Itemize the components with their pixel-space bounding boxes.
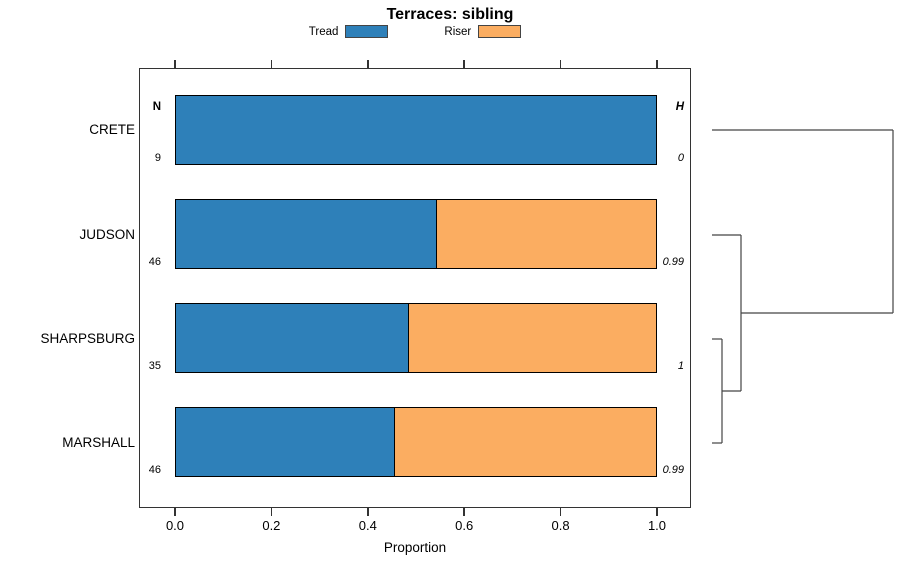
h-column-header: H: [675, 101, 684, 113]
legend: Tread Riser: [139, 25, 691, 38]
x-axis-tick-top: [270, 60, 273, 68]
h-value-sharpsburg: 1: [677, 360, 684, 372]
x-axis-label: Proportion: [383, 540, 447, 555]
legend-label-tread: Tread: [308, 25, 339, 38]
riser-segment-marshall: [395, 408, 656, 476]
category-label-crete: CRETE: [89, 122, 135, 137]
x-axis-tick-bottom: [656, 508, 658, 516]
tread-segment-marshall: [176, 408, 396, 476]
legend-item-riser: Riser: [444, 25, 522, 38]
category-label-marshall: MARSHALL: [62, 435, 135, 450]
category-label-sharpsburg: SHARPSBURG: [40, 331, 135, 346]
legend-label-riser: Riser: [444, 25, 472, 38]
x-axis-tick-bottom: [367, 508, 369, 516]
x-axis-tick-bottom: [463, 508, 465, 516]
tread-segment-judson: [176, 200, 437, 268]
x-axis-tick-label: 0.6: [455, 518, 474, 533]
x-axis-tick-label: 0.4: [358, 518, 377, 533]
n-column-header: N: [152, 101, 161, 113]
x-axis-tick-label: 0.8: [551, 518, 570, 533]
legend-item-tread: Tread: [309, 25, 389, 38]
n-value-marshall: 46: [148, 464, 161, 476]
x-axis-tick-top: [367, 60, 369, 68]
riser-segment-sharpsburg: [409, 304, 656, 372]
tread-segment-crete: [176, 96, 656, 164]
x-axis-tick-top: [656, 60, 658, 68]
x-axis-tick-label: 1.0: [647, 518, 667, 533]
x-axis-tick-top: [463, 60, 465, 68]
riser-segment-judson: [436, 200, 656, 268]
x-axis-tick-label: 0.0: [165, 518, 185, 533]
n-value-crete: 9: [154, 152, 161, 164]
riser-color-swatch: [478, 25, 522, 38]
n-value-sharpsburg: 35: [148, 360, 161, 372]
x-axis-tick-top: [174, 60, 176, 68]
tread-segment-sharpsburg: [176, 304, 410, 372]
stacked-bar-judson: [175, 199, 657, 269]
chart-title: Terraces: sibling: [386, 6, 514, 23]
n-value-judson: 46: [148, 256, 161, 268]
plot-area-border: [139, 68, 691, 508]
x-axis-tick-bottom: [270, 508, 273, 516]
category-label-judson: JUDSON: [79, 227, 135, 242]
h-value-crete: 0: [677, 152, 684, 164]
x-axis-tick-bottom: [559, 508, 562, 516]
x-axis-tick-top: [559, 60, 562, 68]
stacked-bar-sharpsburg: [175, 303, 657, 373]
x-axis-tick-bottom: [174, 508, 176, 516]
stacked-bar-marshall: [175, 407, 657, 477]
h-value-judson: 0.99: [662, 256, 684, 268]
tread-color-swatch: [345, 25, 389, 38]
h-value-marshall: 0.99: [662, 464, 684, 476]
x-axis-tick-label: 0.2: [262, 518, 281, 533]
stacked-bar-crete: [175, 95, 657, 165]
